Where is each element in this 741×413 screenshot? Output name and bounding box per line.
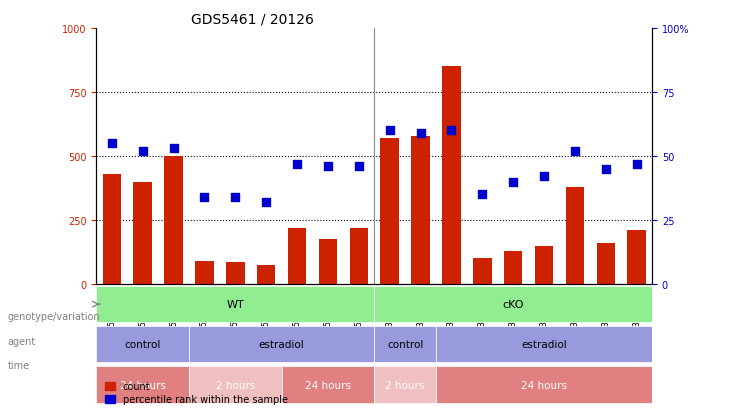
Point <box>167 146 179 152</box>
FancyBboxPatch shape <box>96 367 189 403</box>
Bar <box>165 157 183 284</box>
Text: control: control <box>387 339 423 349</box>
FancyBboxPatch shape <box>374 286 652 323</box>
Point <box>569 148 581 155</box>
FancyBboxPatch shape <box>96 326 189 363</box>
Point <box>538 174 550 180</box>
Point <box>353 164 365 170</box>
Text: WT: WT <box>227 299 244 309</box>
FancyBboxPatch shape <box>282 367 374 403</box>
Point <box>384 128 396 134</box>
Bar <box>350 228 368 284</box>
FancyBboxPatch shape <box>96 286 374 323</box>
Text: estradiol: estradiol <box>521 339 567 349</box>
Point <box>229 194 241 201</box>
FancyBboxPatch shape <box>189 326 374 363</box>
Point <box>445 128 457 134</box>
Point <box>322 164 333 170</box>
Text: time: time <box>7 361 30 370</box>
Bar <box>226 263 245 284</box>
Point <box>507 179 519 185</box>
Text: 2 hours: 2 hours <box>216 380 255 389</box>
FancyBboxPatch shape <box>436 367 652 403</box>
Text: agent: agent <box>7 336 36 346</box>
Point <box>136 148 148 155</box>
Point <box>631 161 642 168</box>
Bar <box>319 240 337 284</box>
Point <box>476 192 488 198</box>
Legend: count, percentile rank within the sample: count, percentile rank within the sample <box>102 377 291 408</box>
FancyBboxPatch shape <box>374 367 436 403</box>
Bar <box>133 182 152 284</box>
Point <box>415 131 427 137</box>
Bar <box>565 187 584 284</box>
Point <box>600 166 612 173</box>
Bar <box>380 139 399 284</box>
FancyBboxPatch shape <box>436 326 652 363</box>
Point <box>199 194 210 201</box>
FancyBboxPatch shape <box>189 367 282 403</box>
Bar <box>628 231 646 284</box>
Bar <box>504 251 522 284</box>
Bar <box>195 261 213 284</box>
Bar <box>257 265 276 284</box>
Bar <box>535 246 554 284</box>
Text: GDS5461 / 20126: GDS5461 / 20126 <box>191 12 313 26</box>
Bar <box>473 259 491 284</box>
Text: 24 hours: 24 hours <box>119 380 166 389</box>
Text: 2 hours: 2 hours <box>385 380 425 389</box>
Point <box>106 140 118 147</box>
Text: 24 hours: 24 hours <box>521 380 567 389</box>
Text: estradiol: estradiol <box>259 339 305 349</box>
Bar <box>597 243 615 284</box>
FancyBboxPatch shape <box>374 326 436 363</box>
Bar <box>442 67 461 284</box>
Point <box>260 199 272 206</box>
Text: 24 hours: 24 hours <box>305 380 351 389</box>
Text: cKO: cKO <box>502 299 524 309</box>
Text: control: control <box>124 339 161 349</box>
Point <box>291 161 303 168</box>
Text: genotype/variation: genotype/variation <box>7 311 100 321</box>
Bar <box>411 136 430 284</box>
Bar <box>288 228 306 284</box>
Bar <box>102 175 121 284</box>
